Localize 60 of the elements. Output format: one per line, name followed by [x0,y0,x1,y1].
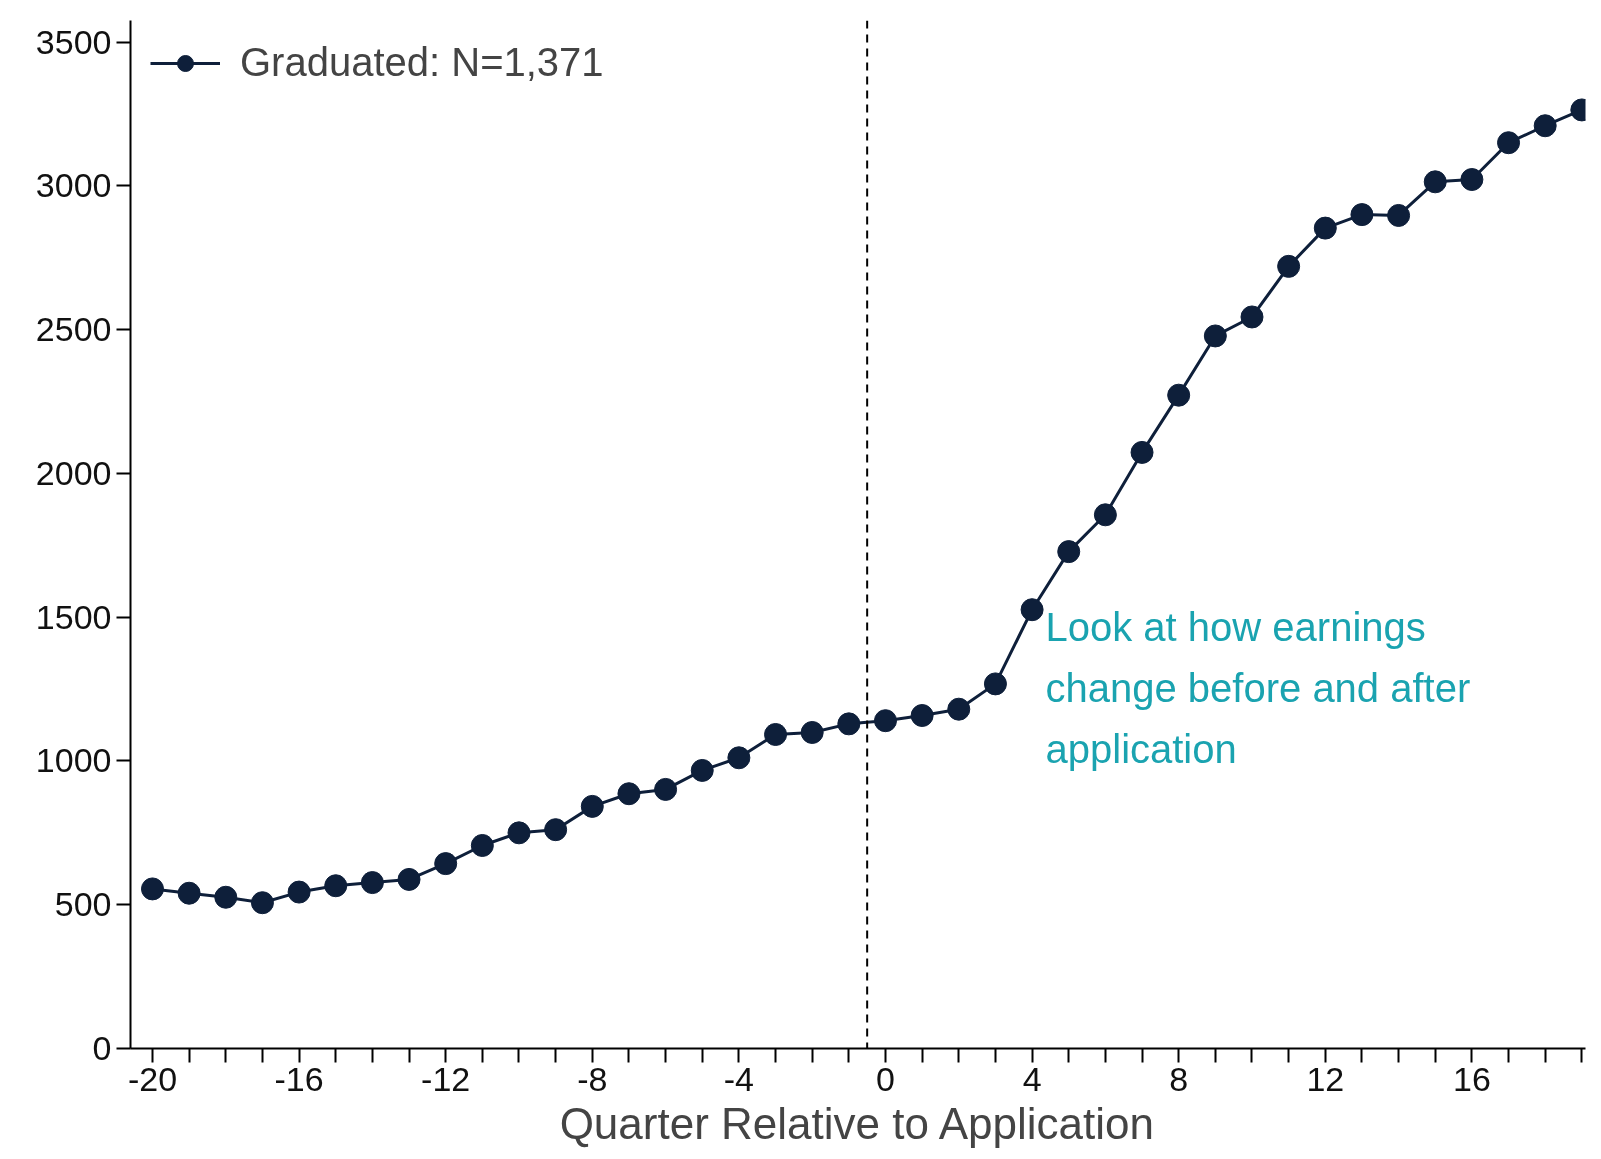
point [873,709,897,733]
x-tick-label: 12 [1306,1059,1345,1098]
point [434,852,458,876]
point [580,794,604,818]
x-tick-label: 16 [1452,1059,1491,1098]
point [287,880,311,904]
annotation: Look at how earnings change before and after application [1045,604,1471,771]
point [1093,503,1117,527]
point [360,871,384,895]
point [764,723,788,746]
point [177,881,201,905]
point [250,891,274,915]
x-tick-label: -12 [421,1059,471,1098]
point [910,704,934,727]
point [1130,440,1154,464]
legend-label: Graduated: N=1,371 [240,40,604,85]
point [324,874,348,898]
point [837,712,861,736]
y-tick-label: 2000 [35,453,112,492]
x-tick-label: 8 [1169,1059,1189,1098]
x-tick-label: -4 [723,1059,755,1098]
point [617,782,641,806]
point [1497,131,1521,155]
point [1533,114,1557,138]
point [214,885,238,909]
point [690,758,714,782]
y-tick-label: 500 [54,885,112,924]
point [947,697,971,721]
point [507,821,531,845]
point [1350,203,1374,227]
point [544,818,568,842]
point [1277,254,1301,278]
point [140,877,164,901]
point [1423,170,1447,194]
y-tick-label: 3500 [35,22,112,61]
point [1460,168,1484,191]
y-tick-label: 2500 [35,310,112,349]
point [800,721,824,744]
point [1203,324,1227,348]
point [1167,383,1191,407]
y-tick-label: 3000 [35,166,112,205]
point [1313,216,1337,240]
x-tick-label: -8 [577,1059,608,1098]
x-tick-label: -16 [274,1059,324,1098]
y-tick-label: 1500 [35,597,112,636]
y-tick-label: 1000 [35,741,112,780]
point [1020,598,1044,622]
x-tick-label: -20 [127,1059,178,1098]
point [1240,305,1264,329]
x-tick-label: 4 [1022,1059,1042,1098]
point [983,672,1007,696]
point [1057,540,1081,564]
point [1387,203,1411,227]
point [727,746,751,770]
point [654,777,678,801]
x-tick-label: 0 [876,1059,895,1098]
y-tick-label: 0 [92,1029,112,1067]
x-axis-title: Quarter Relative to Application [559,1098,1154,1148]
point [470,834,494,857]
point [397,867,421,891]
